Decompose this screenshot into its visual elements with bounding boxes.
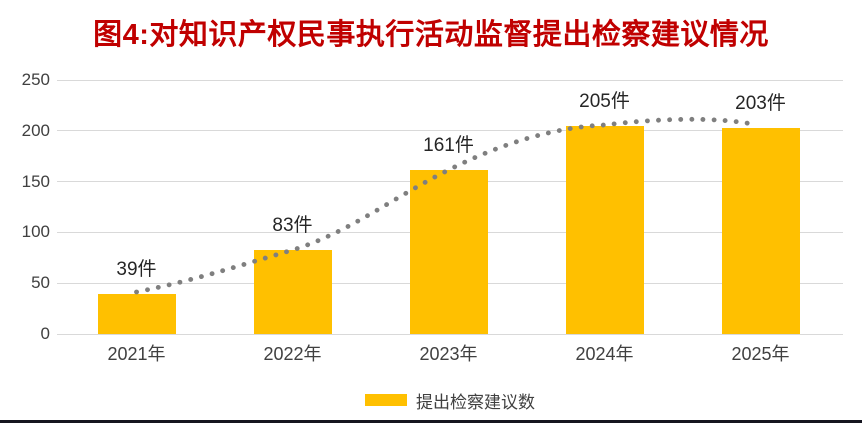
bar <box>97 294 176 334</box>
x-axis-label: 2022年 <box>263 344 322 364</box>
bar <box>409 170 488 334</box>
bar-value-label: 83件 <box>272 214 313 236</box>
y-tick-label: 100 <box>21 222 50 242</box>
y-tick-label: 50 <box>31 273 50 293</box>
y-tick-label: 150 <box>21 171 50 191</box>
x-axis-label: 2024年 <box>575 344 634 364</box>
bar-value-label: 205件 <box>579 90 630 112</box>
bottom-border-line <box>0 420 862 423</box>
y-tick-label: 250 <box>21 70 50 89</box>
y-tick-label: 0 <box>40 324 50 343</box>
bar <box>565 125 644 334</box>
legend-label: 提出检察建议数 <box>416 392 535 412</box>
gridline <box>57 79 843 81</box>
bar-value-label: 161件 <box>423 135 474 157</box>
bar-value-label: 39件 <box>116 259 157 281</box>
gridline <box>57 333 843 335</box>
x-axis-label: 2021年 <box>107 344 166 364</box>
bar <box>721 127 800 334</box>
bar-value-label: 203件 <box>735 92 786 114</box>
chart-title: 图4:对知识产权民事执行活动监督提出检察建议情况 <box>93 19 769 51</box>
y-tick-label: 200 <box>21 120 50 140</box>
legend: 提出检察建议数 <box>57 390 843 412</box>
x-axis-label: 2025年 <box>731 344 790 364</box>
bar <box>253 249 332 334</box>
x-axis-label: 2023年 <box>419 344 478 364</box>
legend-swatch <box>365 394 407 406</box>
